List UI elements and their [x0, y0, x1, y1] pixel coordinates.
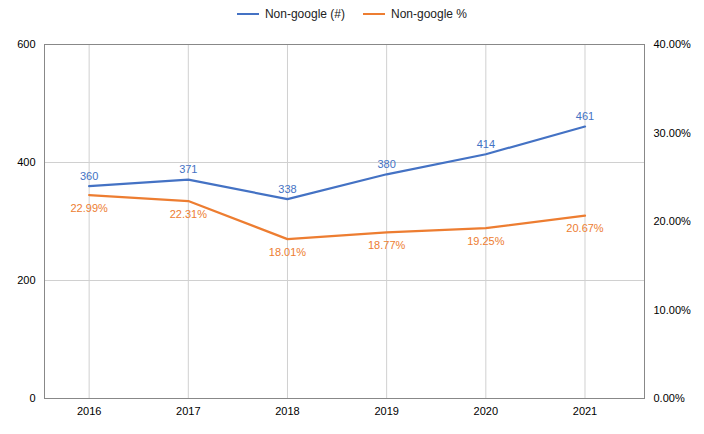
- svg-text:380: 380: [377, 158, 395, 170]
- svg-text:20.67%: 20.67%: [566, 222, 604, 234]
- svg-text:360: 360: [80, 170, 98, 182]
- svg-text:461: 461: [576, 110, 594, 122]
- svg-text:40.00%: 40.00%: [654, 38, 692, 50]
- svg-text:19.25%: 19.25%: [467, 235, 505, 247]
- svg-text:0.00%: 0.00%: [654, 392, 685, 404]
- svg-text:10.00%: 10.00%: [654, 304, 692, 316]
- svg-text:18.01%: 18.01%: [269, 246, 307, 258]
- svg-text:18.77%: 18.77%: [368, 239, 406, 251]
- svg-text:20.00%: 20.00%: [654, 215, 692, 227]
- svg-text:2018: 2018: [275, 405, 299, 417]
- svg-text:400: 400: [17, 156, 35, 168]
- svg-text:2019: 2019: [374, 405, 398, 417]
- svg-text:371: 371: [179, 163, 197, 175]
- html-text:Non-google %: Non-google %: [391, 7, 467, 21]
- svg-text:200: 200: [17, 274, 35, 286]
- svg-text:22.99%: 22.99%: [70, 202, 108, 214]
- svg-text:30.00%: 30.00%: [654, 127, 692, 139]
- svg-text:2021: 2021: [573, 405, 597, 417]
- svg-text:0: 0: [29, 392, 35, 404]
- svg-text:338: 338: [278, 183, 296, 195]
- html-text:Non-google (#): Non-google (#): [264, 7, 345, 21]
- svg-text:600: 600: [17, 38, 35, 50]
- svg-text:414: 414: [477, 138, 495, 150]
- svg-text:2017: 2017: [176, 405, 200, 417]
- svg-text:2016: 2016: [77, 405, 101, 417]
- svg-text:22.31%: 22.31%: [170, 208, 208, 220]
- svg-text:2020: 2020: [474, 405, 498, 417]
